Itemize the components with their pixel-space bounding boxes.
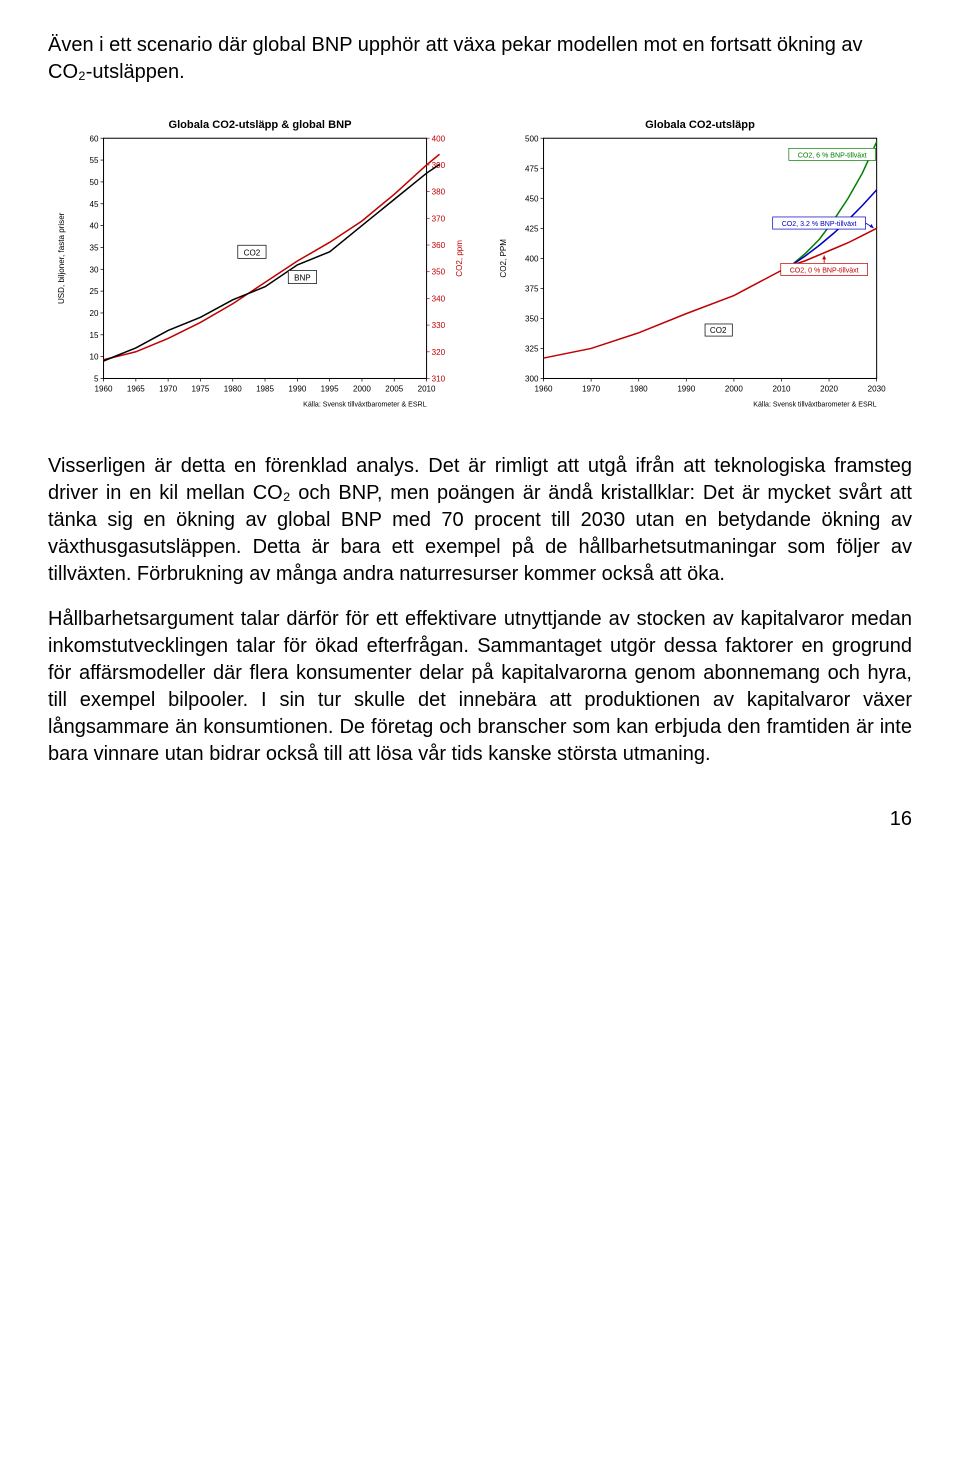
y-left-ticks: 5 10 15 20 25 30 35 40 45 50 55 60: [90, 134, 104, 383]
label-3pct: CO2, 3.2 % BNP-tillväxt: [782, 221, 857, 228]
page: Även i ett scenario där global BNP upphö…: [0, 0, 960, 879]
charts-row: Globala CO2-utsläpp & global BNP 5 10 15 20…: [48, 114, 912, 417]
y-right-label: CO2, ppm: [455, 240, 464, 277]
paragraph-1: Visserligen är detta en förenklad analys…: [48, 453, 912, 588]
label-6pct: CO2, 6 % BNP-tillväxt: [798, 152, 867, 159]
svg-text:360: 360: [432, 241, 446, 250]
svg-text:380: 380: [432, 188, 446, 197]
svg-text:2020: 2020: [820, 385, 838, 394]
label-co2: CO2: [244, 248, 261, 257]
svg-text:310: 310: [432, 375, 446, 384]
svg-text:1965: 1965: [127, 385, 145, 394]
svg-text:2000: 2000: [353, 385, 371, 394]
svg-text:2000: 2000: [725, 385, 743, 394]
svg-text:50: 50: [90, 178, 99, 187]
y-left-label: USD, biljoner, fasta priser: [57, 212, 66, 304]
svg-text:15: 15: [90, 331, 99, 340]
svg-text:400: 400: [432, 134, 446, 143]
y-left-ticks: 300 325 350 375 400 425 450 475 500: [525, 134, 544, 383]
svg-text:10: 10: [90, 353, 99, 362]
x-ticks: 1960 1970 1980 1990 2000 2010 2020 2030: [535, 378, 887, 393]
source-text: Källa: Svensk tillväxtbarometer & ESRL: [753, 402, 876, 409]
label-co2: CO2: [710, 326, 727, 335]
svg-text:1970: 1970: [582, 385, 600, 394]
svg-text:5: 5: [94, 375, 99, 384]
svg-text:340: 340: [432, 294, 446, 303]
plot-frame: [544, 138, 877, 378]
svg-text:2030: 2030: [868, 385, 886, 394]
svg-text:325: 325: [525, 344, 539, 353]
chart-title: Globala CO2-utsläpp: [645, 119, 755, 131]
svg-text:1985: 1985: [256, 385, 274, 394]
svg-text:375: 375: [525, 284, 539, 293]
chart-right: Globala CO2-utsläpp 300 325 350 375 400 425 45…: [488, 114, 912, 417]
chart-left-svg: Globala CO2-utsläpp & global BNP 5 10 15 20…: [48, 114, 472, 417]
page-number: 16: [48, 808, 912, 831]
svg-text:500: 500: [525, 134, 539, 143]
svg-text:1960: 1960: [95, 385, 113, 394]
svg-text:350: 350: [432, 268, 446, 277]
svg-text:1995: 1995: [321, 385, 339, 394]
chart-left: Globala CO2-utsläpp & global BNP 5 10 15 20…: [48, 114, 472, 417]
svg-text:370: 370: [432, 214, 446, 223]
x-ticks: 1960 1965 1970 1975 1980 1985 1990 1995 2000 2005…: [95, 378, 436, 393]
label-0pct: CO2, 0 % BNP-tillväxt: [790, 267, 859, 274]
svg-text:35: 35: [90, 243, 99, 252]
svg-text:1960: 1960: [535, 385, 553, 394]
svg-text:330: 330: [432, 321, 446, 330]
svg-text:2010: 2010: [773, 385, 791, 394]
svg-text:20: 20: [90, 309, 99, 318]
svg-text:320: 320: [432, 348, 446, 357]
svg-text:1980: 1980: [224, 385, 242, 394]
source-text: Källa: Svensk tillväxtbarometer & ESRL: [303, 402, 426, 409]
svg-text:475: 475: [525, 164, 539, 173]
svg-text:1980: 1980: [630, 385, 648, 394]
svg-text:1990: 1990: [288, 385, 306, 394]
chart-title: Globala CO2-utsläpp & global BNP: [168, 119, 352, 131]
svg-text:55: 55: [90, 156, 99, 165]
svg-text:300: 300: [525, 375, 539, 384]
y-left-label: CO2, PPM: [499, 239, 508, 278]
svg-text:25: 25: [90, 287, 99, 296]
svg-text:425: 425: [525, 224, 539, 233]
body-text: Visserligen är detta en förenklad analys…: [48, 453, 912, 768]
svg-text:1990: 1990: [677, 385, 695, 394]
svg-text:1975: 1975: [191, 385, 209, 394]
svg-text:2005: 2005: [385, 385, 403, 394]
svg-text:1970: 1970: [159, 385, 177, 394]
paragraph-2: Hållbarhetsargument talar därför för ett…: [48, 606, 912, 768]
svg-text:350: 350: [525, 314, 539, 323]
svg-text:60: 60: [90, 134, 99, 143]
chart-right-svg: Globala CO2-utsläpp 300 325 350 375 400 425 45…: [488, 114, 912, 417]
label-bnp: BNP: [294, 274, 311, 283]
intro-text: Även i ett scenario där global BNP upphö…: [48, 32, 912, 86]
svg-text:30: 30: [90, 265, 99, 274]
svg-text:400: 400: [525, 254, 539, 263]
svg-text:40: 40: [90, 222, 99, 231]
svg-text:2010: 2010: [418, 385, 436, 394]
svg-text:450: 450: [525, 194, 539, 203]
svg-text:45: 45: [90, 200, 99, 209]
